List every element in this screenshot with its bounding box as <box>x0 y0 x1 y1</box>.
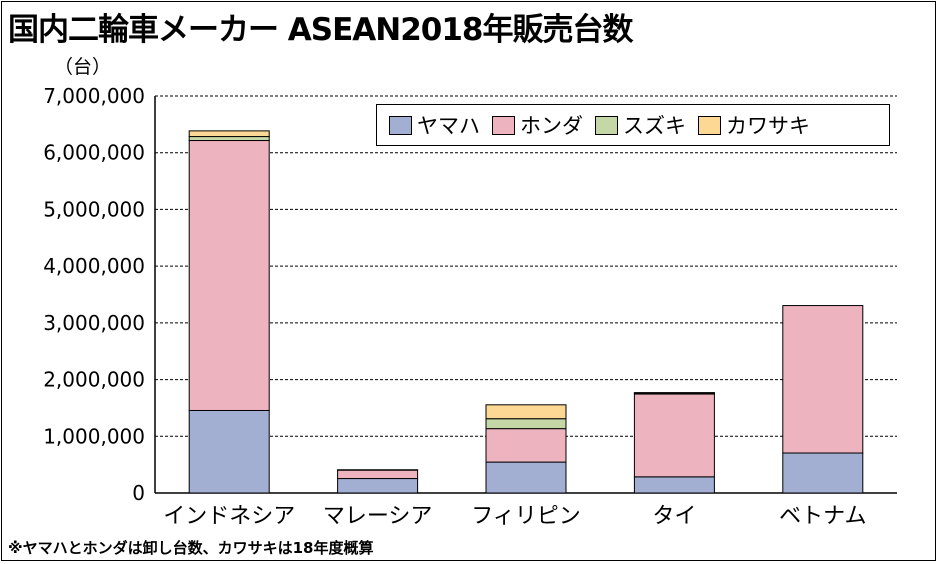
legend-item: ヤマハ <box>389 110 480 140</box>
x-tick-label: タイ <box>652 504 696 529</box>
y-unit-label: （台） <box>54 56 112 78</box>
legend-swatch <box>389 115 412 135</box>
legend-label: カワサキ <box>726 114 810 138</box>
y-tick-label: 1,000,000 <box>43 424 145 448</box>
bar-segment <box>337 469 419 471</box>
chart-title: 国内二輪車メーカー ASEAN2018年販売台数 <box>8 12 634 48</box>
x-tick-label: ベトナム <box>779 504 866 529</box>
legend-swatch <box>492 115 515 135</box>
y-tick-label: 5,000,000 <box>43 197 145 221</box>
bar-segment <box>485 418 567 430</box>
x-tick-label: フィリピン <box>471 504 581 529</box>
y-tick-label: 4,000,000 <box>43 254 145 278</box>
bar-segment <box>782 305 864 454</box>
bar-segment <box>633 393 715 478</box>
bar-segment <box>485 461 567 494</box>
legend-item: スズキ <box>595 110 686 140</box>
bar-segment <box>188 140 270 411</box>
bar-segment <box>485 404 567 420</box>
bar-segment <box>188 130 270 138</box>
legend-item: カワサキ <box>698 110 810 140</box>
bar-segment <box>337 469 419 480</box>
y-tick-label: 0 <box>132 481 145 505</box>
legend-swatch <box>595 115 618 135</box>
x-tick-label: マレーシア <box>323 504 433 529</box>
y-tick-label: 6,000,000 <box>43 141 145 165</box>
chart-footnote: ※ヤマハとホンダは卸し台数、カワサキは18年度概算 <box>8 539 374 557</box>
bar-segment <box>633 476 715 494</box>
x-tick-label: インドネシア <box>163 504 295 529</box>
legend-swatch <box>698 115 721 135</box>
bar-segment <box>633 392 715 394</box>
bar-segment <box>188 136 270 142</box>
y-tick-label: 3,000,000 <box>43 311 145 335</box>
legend-label: スズキ <box>623 114 686 138</box>
bar-segment <box>782 452 864 494</box>
y-tick-label: 7,000,000 <box>43 84 145 108</box>
bar-segment <box>188 409 270 494</box>
chart-legend: ヤマハ ホンダ スズキ カワサキ <box>376 104 890 146</box>
bar-segment <box>485 428 567 463</box>
legend-label: ヤマハ <box>417 114 480 138</box>
legend-item: ホンダ <box>492 110 583 140</box>
y-tick-label: 2,000,000 <box>43 368 145 392</box>
bar-segment <box>337 478 419 494</box>
legend-label: ホンダ <box>520 114 583 138</box>
